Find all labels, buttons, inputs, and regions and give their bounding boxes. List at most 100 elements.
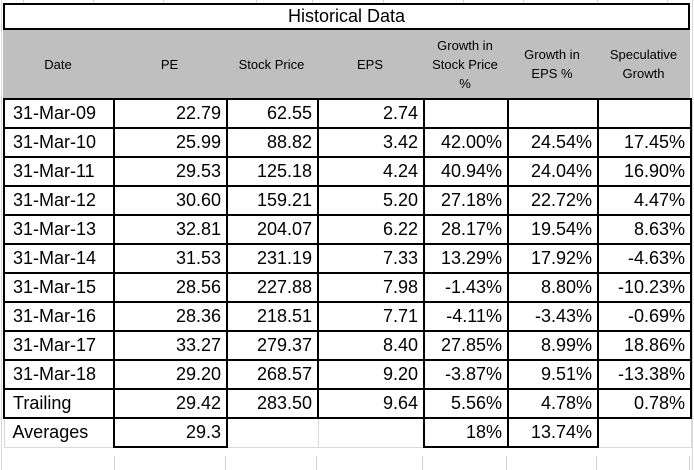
cell-date[interactable]: 31-Mar-12 (3, 185, 115, 216)
cell-speculative-growth[interactable]: 16.90% (597, 156, 692, 187)
table-row: 31-Mar-14 31.53 231.19 7.33 13.29% 17.92… (3, 243, 692, 274)
cell-pe[interactable]: 28.36 (113, 301, 228, 332)
cell-growth-eps[interactable]: 4.78% (507, 388, 599, 419)
cell-growth-stock-price[interactable]: 28.17% (423, 214, 509, 245)
cell-speculative-growth[interactable]: 4.47% (597, 185, 692, 216)
col-header-pe[interactable]: PE (160, 56, 179, 72)
cell-pe[interactable]: 30.60 (113, 185, 228, 216)
cell-stock-price[interactable]: 62.55 (226, 98, 319, 129)
cell-growth-eps[interactable]: 8.99% (507, 330, 599, 361)
cell-growth-eps[interactable]: 22.72% (507, 185, 599, 216)
cell-date[interactable]: 31-Mar-14 (3, 243, 115, 274)
cell-speculative-growth[interactable]: 18.86% (597, 330, 692, 361)
cell-growth-stock-price[interactable]: 18% (423, 417, 509, 448)
cell-growth-eps[interactable]: 9.51% (507, 359, 599, 390)
cell-growth-stock-price[interactable]: 5.56% (423, 388, 509, 419)
cell-date[interactable]: Averages (3, 417, 115, 448)
col-header-eps[interactable]: EPS (356, 56, 383, 72)
cell-growth-stock-price[interactable]: -3.87% (423, 359, 509, 390)
cell-speculative-growth[interactable]: 17.45% (597, 127, 692, 158)
cell-speculative-growth[interactable]: -10.23% (597, 272, 692, 303)
cell-date[interactable]: Trailing (3, 388, 115, 419)
cell-growth-eps[interactable] (507, 98, 599, 129)
cell-date[interactable]: 31-Mar-16 (3, 301, 115, 332)
cell-speculative-growth[interactable]: 0.78% (597, 388, 692, 419)
cell-stock-price[interactable]: 218.51 (226, 301, 319, 332)
cell-speculative-growth[interactable] (597, 98, 692, 129)
cell-pe[interactable]: 29.42 (113, 388, 228, 419)
col-header-growth-stock-price[interactable]: Growth in Stock Price % (432, 37, 498, 91)
cell-stock-price[interactable]: 268.57 (226, 359, 319, 390)
cell-growth-eps[interactable]: -3.43% (507, 301, 599, 332)
table-title-cell[interactable]: Historical Data (3, 3, 690, 30)
cell-growth-stock-price[interactable]: -4.11% (423, 301, 509, 332)
cell-pe[interactable]: 22.79 (113, 98, 228, 129)
cell-date[interactable]: 31-Mar-18 (3, 359, 115, 390)
cell-eps[interactable]: 9.64 (317, 388, 425, 419)
cell-stock-price[interactable]: 283.50 (226, 388, 319, 419)
col-header-speculative-growth[interactable]: Speculative Growth (609, 47, 678, 81)
cell-stock-price[interactable]: 231.19 (226, 243, 319, 274)
cell-pe[interactable]: 29.20 (113, 359, 228, 390)
table-row: 31-Mar-16 28.36 218.51 7.71 -4.11% -3.43… (3, 301, 692, 332)
cell-speculative-growth[interactable]: -13.38% (597, 359, 692, 390)
col-header-growth-eps[interactable]: Growth in EPS % (524, 47, 580, 81)
cell-speculative-growth[interactable]: -4.63% (597, 243, 692, 274)
table-row-trailing: Trailing 29.42 283.50 9.64 5.56% 4.78% 0… (3, 388, 692, 419)
cell-stock-price[interactable]: 88.82 (226, 127, 319, 158)
cell-stock-price[interactable]: 159.21 (226, 185, 319, 216)
cell-eps[interactable]: 7.98 (317, 272, 425, 303)
cell-growth-stock-price[interactable] (423, 98, 509, 129)
cell-date[interactable]: 31-Mar-09 (3, 98, 115, 129)
cell-stock-price[interactable]: 204.07 (226, 214, 319, 245)
cell-growth-eps[interactable]: 17.92% (507, 243, 599, 274)
table-row-averages: Averages 29.3 18% 13.74% (3, 417, 692, 448)
cell-growth-eps[interactable]: 13.74% (507, 417, 599, 448)
cell-pe[interactable]: 32.81 (113, 214, 228, 245)
cell-pe[interactable]: 29.3 (113, 417, 228, 448)
cell-eps[interactable]: 4.24 (317, 156, 425, 187)
cell-pe[interactable]: 33.27 (113, 330, 228, 361)
cell-pe[interactable]: 31.53 (113, 243, 228, 274)
cell-date[interactable]: 31-Mar-11 (3, 156, 115, 187)
cell-growth-eps[interactable]: 8.80% (507, 272, 599, 303)
cell-speculative-growth[interactable]: -0.69% (597, 301, 692, 332)
cell-stock-price[interactable]: 227.88 (226, 272, 319, 303)
col-header-stock-price[interactable]: Stock Price (238, 56, 305, 72)
cell-eps[interactable]: 8.40 (317, 330, 425, 361)
cell-eps[interactable]: 6.22 (317, 214, 425, 245)
cell-growth-stock-price[interactable]: 27.18% (423, 185, 509, 216)
cell-speculative-growth[interactable]: 8.63% (597, 214, 692, 245)
cell-growth-eps[interactable]: 19.54% (507, 214, 599, 245)
cell-eps[interactable]: 7.33 (317, 243, 425, 274)
cell-growth-stock-price[interactable]: 13.29% (423, 243, 509, 274)
cell-pe[interactable]: 29.53 (113, 156, 228, 187)
cell-date[interactable]: 31-Mar-17 (3, 330, 115, 361)
cell-eps[interactable]: 3.42 (317, 127, 425, 158)
cell-eps[interactable]: 7.71 (317, 301, 425, 332)
cell-growth-eps[interactable]: 24.04% (507, 156, 599, 187)
cell-date[interactable]: 31-Mar-15 (3, 272, 115, 303)
gridline-tick (163, 0, 164, 3)
table-row: 31-Mar-17 33.27 279.37 8.40 27.85% 8.99%… (3, 330, 692, 361)
cell-date[interactable]: 31-Mar-10 (3, 127, 115, 158)
cell-growth-stock-price[interactable]: 42.00% (423, 127, 509, 158)
cell-growth-eps[interactable]: 24.54% (507, 127, 599, 158)
cell-date[interactable]: 31-Mar-13 (3, 214, 115, 245)
cell-eps[interactable]: 5.20 (317, 185, 425, 216)
gridline-tick (689, 456, 690, 470)
cell-eps[interactable]: 2.74 (317, 98, 425, 129)
cell-pe[interactable]: 28.56 (113, 272, 228, 303)
cell-eps[interactable]: 9.20 (317, 359, 425, 390)
cell-speculative-growth[interactable] (597, 417, 692, 448)
cell-growth-stock-price[interactable]: 40.94% (423, 156, 509, 187)
cell-stock-price[interactable]: 125.18 (226, 156, 319, 187)
cell-eps[interactable] (317, 417, 425, 448)
cell-pe[interactable]: 25.99 (113, 127, 228, 158)
cell-growth-stock-price[interactable]: 27.85% (423, 330, 509, 361)
cell-stock-price[interactable] (226, 417, 319, 448)
cell-stock-price[interactable]: 279.37 (226, 330, 319, 361)
cell-growth-stock-price[interactable]: -1.43% (423, 272, 509, 303)
col-header-date[interactable]: Date (44, 56, 72, 72)
